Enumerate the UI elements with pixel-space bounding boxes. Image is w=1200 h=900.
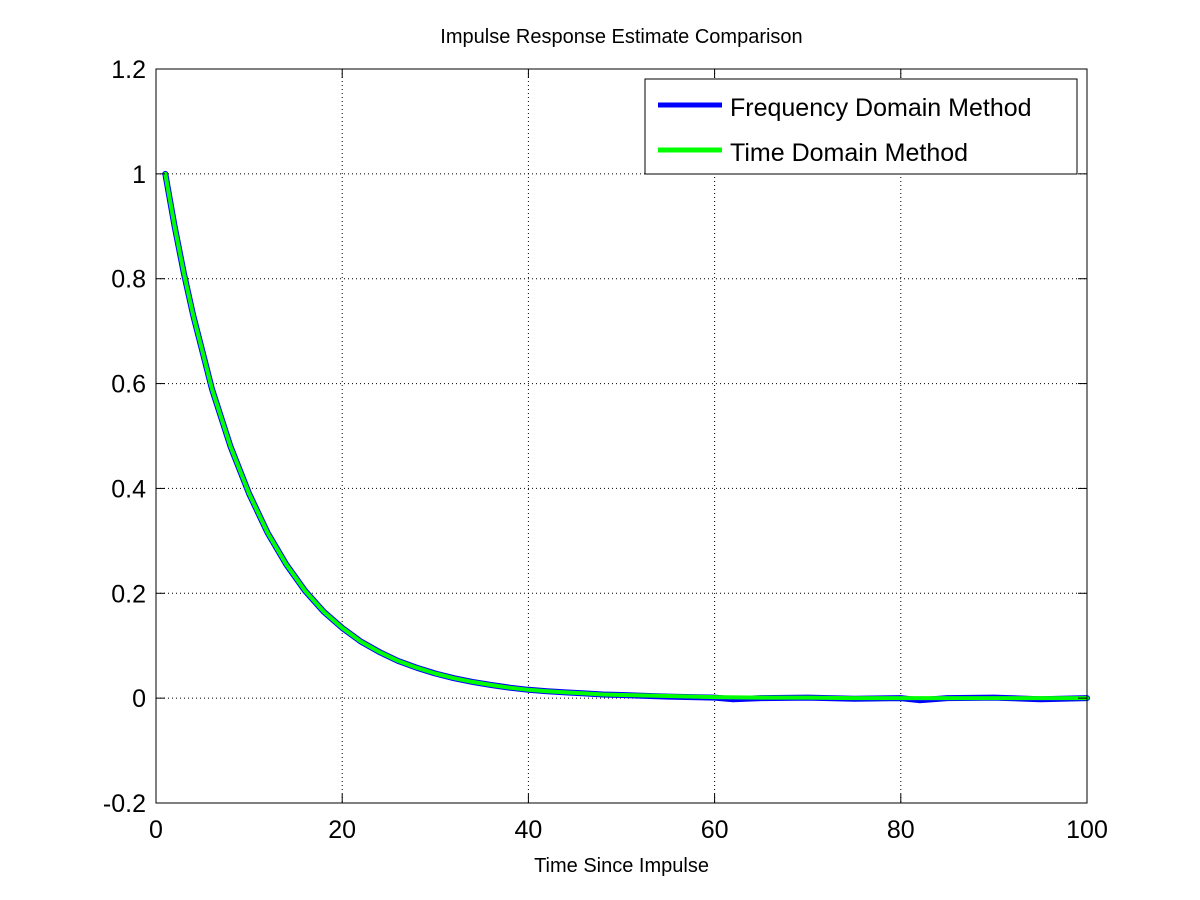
y-tick-label: 1.2 [111, 56, 146, 84]
x-tick-label: 0 [149, 816, 163, 844]
axis-ticks [155, 68, 1088, 804]
legend: Frequency Domain Method Time Domain Meth… [644, 78, 1078, 175]
series-line-time-domain [163, 171, 1089, 701]
x-tick-label: 100 [1066, 816, 1108, 844]
x-axis-label: Time Since Impulse [534, 855, 709, 877]
y-tick-label: 1 [132, 161, 146, 189]
x-tick-label: 80 [887, 816, 915, 844]
x-tick-label: 20 [328, 816, 356, 844]
y-tick-label: 0.2 [111, 580, 146, 608]
y-tick-label: 0.4 [111, 475, 146, 503]
legend-label-frequency-domain: Frequency Domain Method [730, 94, 1032, 122]
plot-area [156, 69, 1087, 803]
legend-label-time-domain: Time Domain Method [730, 139, 968, 167]
y-tick-label: 0.8 [111, 266, 146, 294]
plot-border [155, 68, 1088, 804]
chart-title: Impulse Response Estimate Comparison [440, 26, 802, 48]
y-tick-label: 0 [132, 685, 146, 713]
y-tick-label: -0.2 [103, 790, 146, 818]
y-tick-label: 0.6 [111, 371, 146, 399]
legend-box [644, 78, 1078, 175]
series-layer [162, 170, 1090, 704]
x-tick-label: 40 [514, 816, 542, 844]
tick-labels: 0 20 40 60 80 100-0.200.20.40.60.811.2 [103, 56, 1108, 844]
x-tick-label: 60 [701, 816, 729, 844]
